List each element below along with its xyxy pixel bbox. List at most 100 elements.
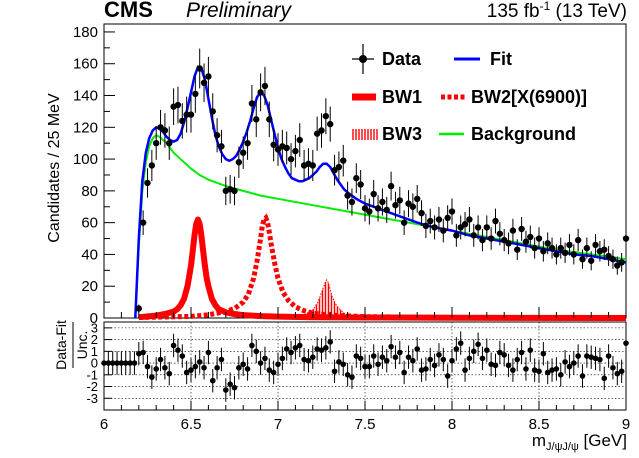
data-point [174, 86, 182, 124]
main-plot-frame [103, 23, 627, 319]
ratio-point [131, 351, 138, 375]
ratio-point [410, 348, 416, 373]
data-point [244, 126, 251, 160]
data-point [466, 206, 473, 232]
data-point [353, 163, 360, 194]
ratio-point [518, 340, 525, 365]
ratio-point [270, 360, 277, 385]
ratio-point [510, 358, 516, 382]
data-point [200, 63, 208, 103]
data-point [592, 234, 599, 256]
legend-item-data: Data [352, 44, 422, 74]
data-point [609, 249, 617, 269]
ratio-point [192, 354, 199, 379]
data-point [366, 198, 373, 225]
ratio-point [623, 331, 629, 355]
ratio-point [557, 363, 564, 387]
data-point [509, 218, 517, 243]
data-point [309, 149, 316, 182]
ratio-point [201, 356, 207, 380]
data-point [240, 136, 247, 169]
data-point [470, 223, 477, 247]
ratio-point [414, 337, 421, 361]
data-point [292, 134, 299, 168]
ratio-y-tick-label: 1 [91, 344, 98, 359]
data-point [296, 123, 303, 157]
data-point [196, 48, 203, 89]
lumi-suffix: (13 TeV) [550, 1, 627, 22]
data-point [527, 225, 534, 249]
ratio-point [327, 330, 334, 354]
data-point [579, 249, 586, 269]
data-point [248, 84, 256, 122]
ratio-point [440, 347, 447, 372]
data-point [535, 227, 543, 250]
main-y-tick-label: 0 [90, 310, 98, 327]
main-y-tick-label: 60 [81, 215, 98, 232]
data-point [601, 239, 608, 261]
data-point [474, 215, 482, 240]
ratio-point [214, 356, 220, 380]
ratio-point [249, 333, 255, 358]
data-point [392, 191, 399, 219]
data-point [218, 129, 225, 163]
ratio-point [505, 353, 512, 378]
data-point [283, 131, 290, 165]
ratio-point [523, 357, 529, 381]
ratio-point [223, 378, 229, 402]
ratio-point [157, 347, 164, 372]
legend-label-bw2: BW2[X(6900)] [471, 87, 587, 107]
x-tick-label: 8 [448, 416, 456, 433]
ratio-point [175, 338, 181, 362]
main-y-tick-label: 160 [73, 56, 98, 73]
ratio-y-tick-label: 0 [91, 356, 98, 371]
ratio-point [423, 357, 429, 381]
data-point [327, 106, 334, 142]
data-point [518, 217, 525, 241]
experiment-label: CMS [104, 0, 153, 22]
legend-item-bw3: BW3 [352, 124, 422, 144]
ratio-point [353, 344, 360, 368]
data-point [335, 151, 343, 183]
ratio-point [122, 351, 129, 375]
ratio-point [231, 375, 238, 400]
main-y-tick-label: 20 [81, 278, 98, 295]
data-point [492, 208, 499, 234]
data-point [400, 210, 408, 235]
ratio-point [544, 360, 551, 385]
data-point [379, 188, 386, 216]
ratio-point [418, 358, 425, 382]
data-point [422, 213, 430, 238]
ratio-y-axis-label: Data-Fit Unc. [53, 320, 90, 370]
ratio-point [497, 340, 503, 365]
ratio-point [592, 346, 599, 371]
data-point [370, 180, 377, 209]
legend-label-background: Background [471, 124, 576, 144]
ratio-point [196, 350, 203, 374]
ratio-point [562, 350, 568, 374]
ratio-point [614, 361, 621, 386]
x-label-unit: [GeV] [579, 431, 627, 450]
x-tick-label: 9 [622, 416, 630, 433]
data-point [479, 229, 486, 252]
status-label: Preliminary [186, 0, 293, 22]
ratio-point [288, 340, 294, 365]
ratio-point [527, 338, 534, 362]
ratio-point [605, 344, 612, 368]
data-point [405, 190, 412, 218]
ratio-point [601, 366, 608, 391]
ratio-point [275, 352, 281, 376]
ratio-point [240, 352, 246, 376]
ratio-point [318, 338, 325, 362]
x-tick-label: 7 [274, 416, 282, 433]
ratio-y-tick-label: -2 [86, 379, 98, 394]
data-point [396, 186, 403, 215]
ratio-point [257, 351, 264, 375]
data-point [522, 230, 530, 253]
ratio-point [366, 354, 373, 379]
ratio-point [540, 341, 547, 366]
main-y-tick-label: 80 [81, 183, 98, 200]
ratio-point [401, 360, 407, 385]
legend-item-fit: Fit [454, 49, 512, 69]
